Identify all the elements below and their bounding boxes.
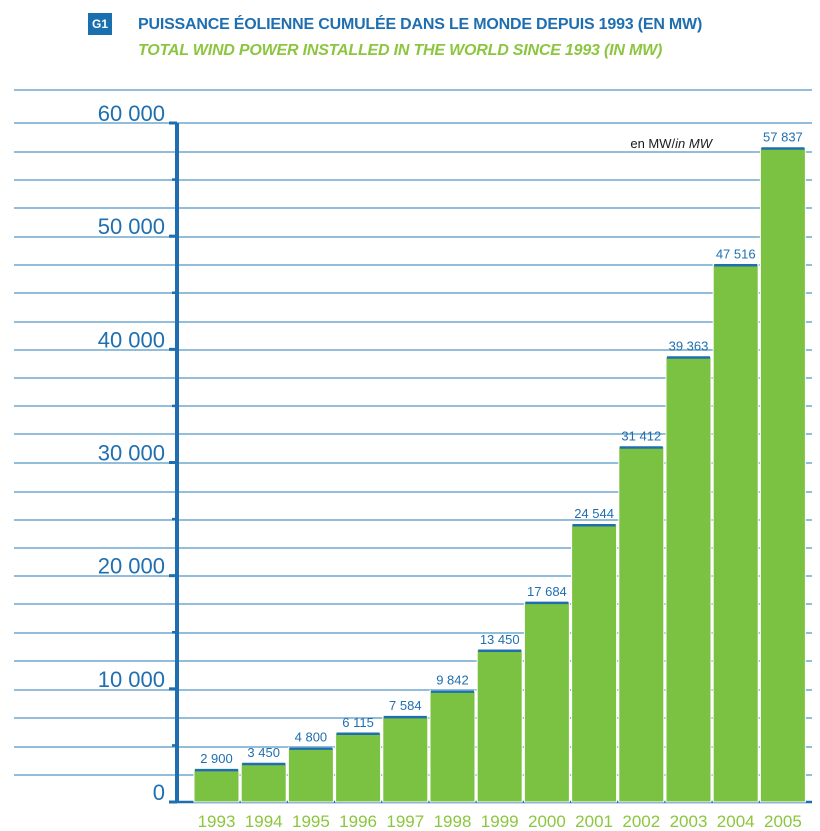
bar [335,732,382,803]
unit-label-fr: en MW/ [630,136,675,151]
unit-label-en: in MW [675,136,714,151]
bar [193,768,240,803]
unit-label: en MW/in MW [630,136,713,151]
bar [665,356,712,803]
bar-value-label: 2 900 [200,751,233,766]
x-tick-label: 1995 [292,812,330,831]
x-tick-label: 1997 [386,812,424,831]
bar [618,446,665,803]
x-tick-label: 1993 [198,812,236,831]
y-tick-label: 10 000 [98,667,165,692]
x-tick-label: 2001 [575,812,613,831]
bar-value-label: 39 363 [669,339,709,354]
bar-value-label: 24 544 [574,506,614,521]
bar [712,263,759,803]
bar [240,762,287,803]
bar-value-label: 7 584 [389,698,422,713]
y-tick-label: 0 [153,780,165,805]
x-tick-label: 2000 [528,812,566,831]
bar-value-label: 17 684 [527,584,567,599]
x-tick-label: 2004 [717,812,755,831]
figure-badge: G1 [88,13,112,35]
y-tick-label: 40 000 [98,327,165,352]
bar-value-label: 57 837 [763,129,803,144]
bar-value-label: 47 516 [716,246,756,261]
bar [571,523,618,803]
bar-value-label: 9 842 [436,673,469,688]
bar [523,601,570,803]
x-tick-label: 2005 [764,812,802,831]
bar-value-label: 3 450 [247,745,280,760]
bar-value-label: 31 412 [621,429,661,444]
x-tick-label: 1996 [339,812,377,831]
bar [759,146,806,803]
x-tick-label: 2003 [670,812,708,831]
bar-value-label: 6 115 [342,715,374,730]
bar [382,715,429,803]
bar [476,649,523,803]
x-tick-label: 2002 [622,812,660,831]
chart-title: PUISSANCE ÉOLIENNE CUMULÉE DANS LE MONDE… [138,16,703,33]
y-tick-label: 50 000 [98,214,165,239]
y-tick-label: 30 000 [98,441,165,466]
bar-value-label: 13 450 [480,632,520,647]
bar-value-label: 4 800 [295,730,328,745]
x-tick-label: 1998 [434,812,472,831]
bar [287,747,334,803]
chart-header: G1 PUISSANCE ÉOLIENNE CUMULÉE DANS LE MO… [0,0,820,80]
y-tick-label: 60 000 [98,101,165,126]
bar [429,690,476,803]
x-tick-label: 1999 [481,812,519,831]
y-tick-label: 20 000 [98,554,165,579]
x-tick-label: 1994 [245,812,283,831]
chart-subtitle: TOTAL WIND POWER INSTALLED IN THE WORLD … [138,42,663,59]
